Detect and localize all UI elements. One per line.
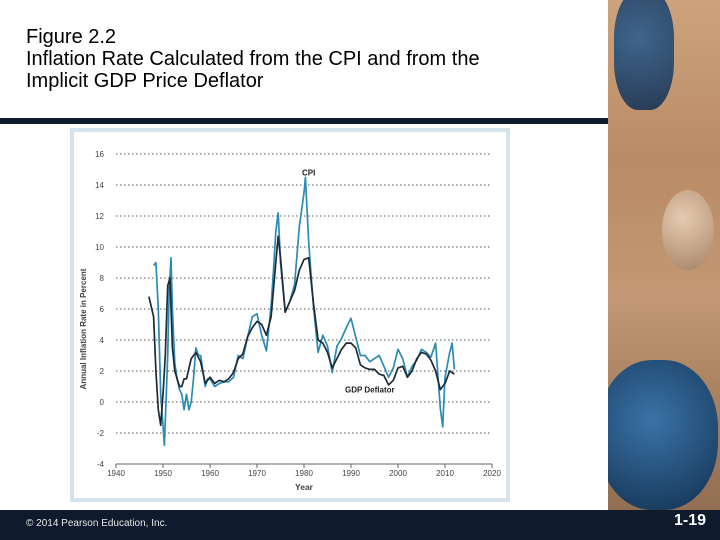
y-tick-label: 6: [100, 305, 105, 314]
copyright-text: © 2014 Pearson Education, Inc.: [26, 518, 168, 529]
figure-title-line2: Implicit GDP Price Deflator: [26, 70, 264, 92]
y-tick-label: 14: [95, 181, 104, 190]
x-axis-title: Year: [295, 482, 314, 492]
slide-title: Figure 2.2 Inflation Rate Calculated fro…: [26, 26, 596, 92]
y-axis-title: Annual Inflation Rate in Percent: [79, 268, 88, 389]
series-line-gdp-deflator: [148, 235, 455, 427]
series-annotation: CPI: [302, 169, 315, 178]
y-tick-label: 4: [100, 336, 105, 345]
y-tick-label: 16: [95, 150, 104, 159]
water-shape: [608, 360, 718, 510]
series-annotation: GDP Deflator: [345, 386, 395, 395]
x-tick-label: 1990: [342, 469, 360, 478]
y-tick-label: 2: [100, 367, 105, 376]
series-line-cpi: [152, 176, 456, 447]
x-tick-label: 1950: [154, 469, 172, 478]
x-tick-label: 2020: [483, 469, 501, 478]
y-tick-label: -4: [97, 460, 105, 469]
x-tick-label: 1970: [248, 469, 266, 478]
figure-title-line1: Inflation Rate Calculated from the CPI a…: [26, 48, 480, 70]
y-tick-label: 0: [100, 398, 105, 407]
figure-label: Figure 2.2: [26, 26, 117, 48]
x-tick-label: 1940: [107, 469, 125, 478]
chart-background: [74, 132, 506, 498]
y-tick-label: -2: [97, 429, 105, 438]
water-shape: [614, 0, 674, 110]
footer-bar: [0, 510, 720, 540]
title-divider: [0, 118, 608, 124]
y-tick-label: 8: [100, 274, 105, 283]
inflation-chart: -4 -2 0 2 4 6 8 10 12 14 16 1940 1950 1960 1970 1980 199…: [79, 150, 501, 492]
x-tick-label: 2010: [436, 469, 454, 478]
decorative-stone-image: [608, 0, 720, 540]
slide-number: 1-19: [673, 512, 706, 529]
pebble-shape: [662, 190, 714, 270]
x-tick-label: 1960: [201, 469, 219, 478]
x-tick-label: 2000: [389, 469, 407, 478]
y-tick-label: 10: [95, 243, 104, 252]
x-tick-label: 1980: [295, 469, 313, 478]
y-tick-label: 12: [95, 212, 104, 221]
